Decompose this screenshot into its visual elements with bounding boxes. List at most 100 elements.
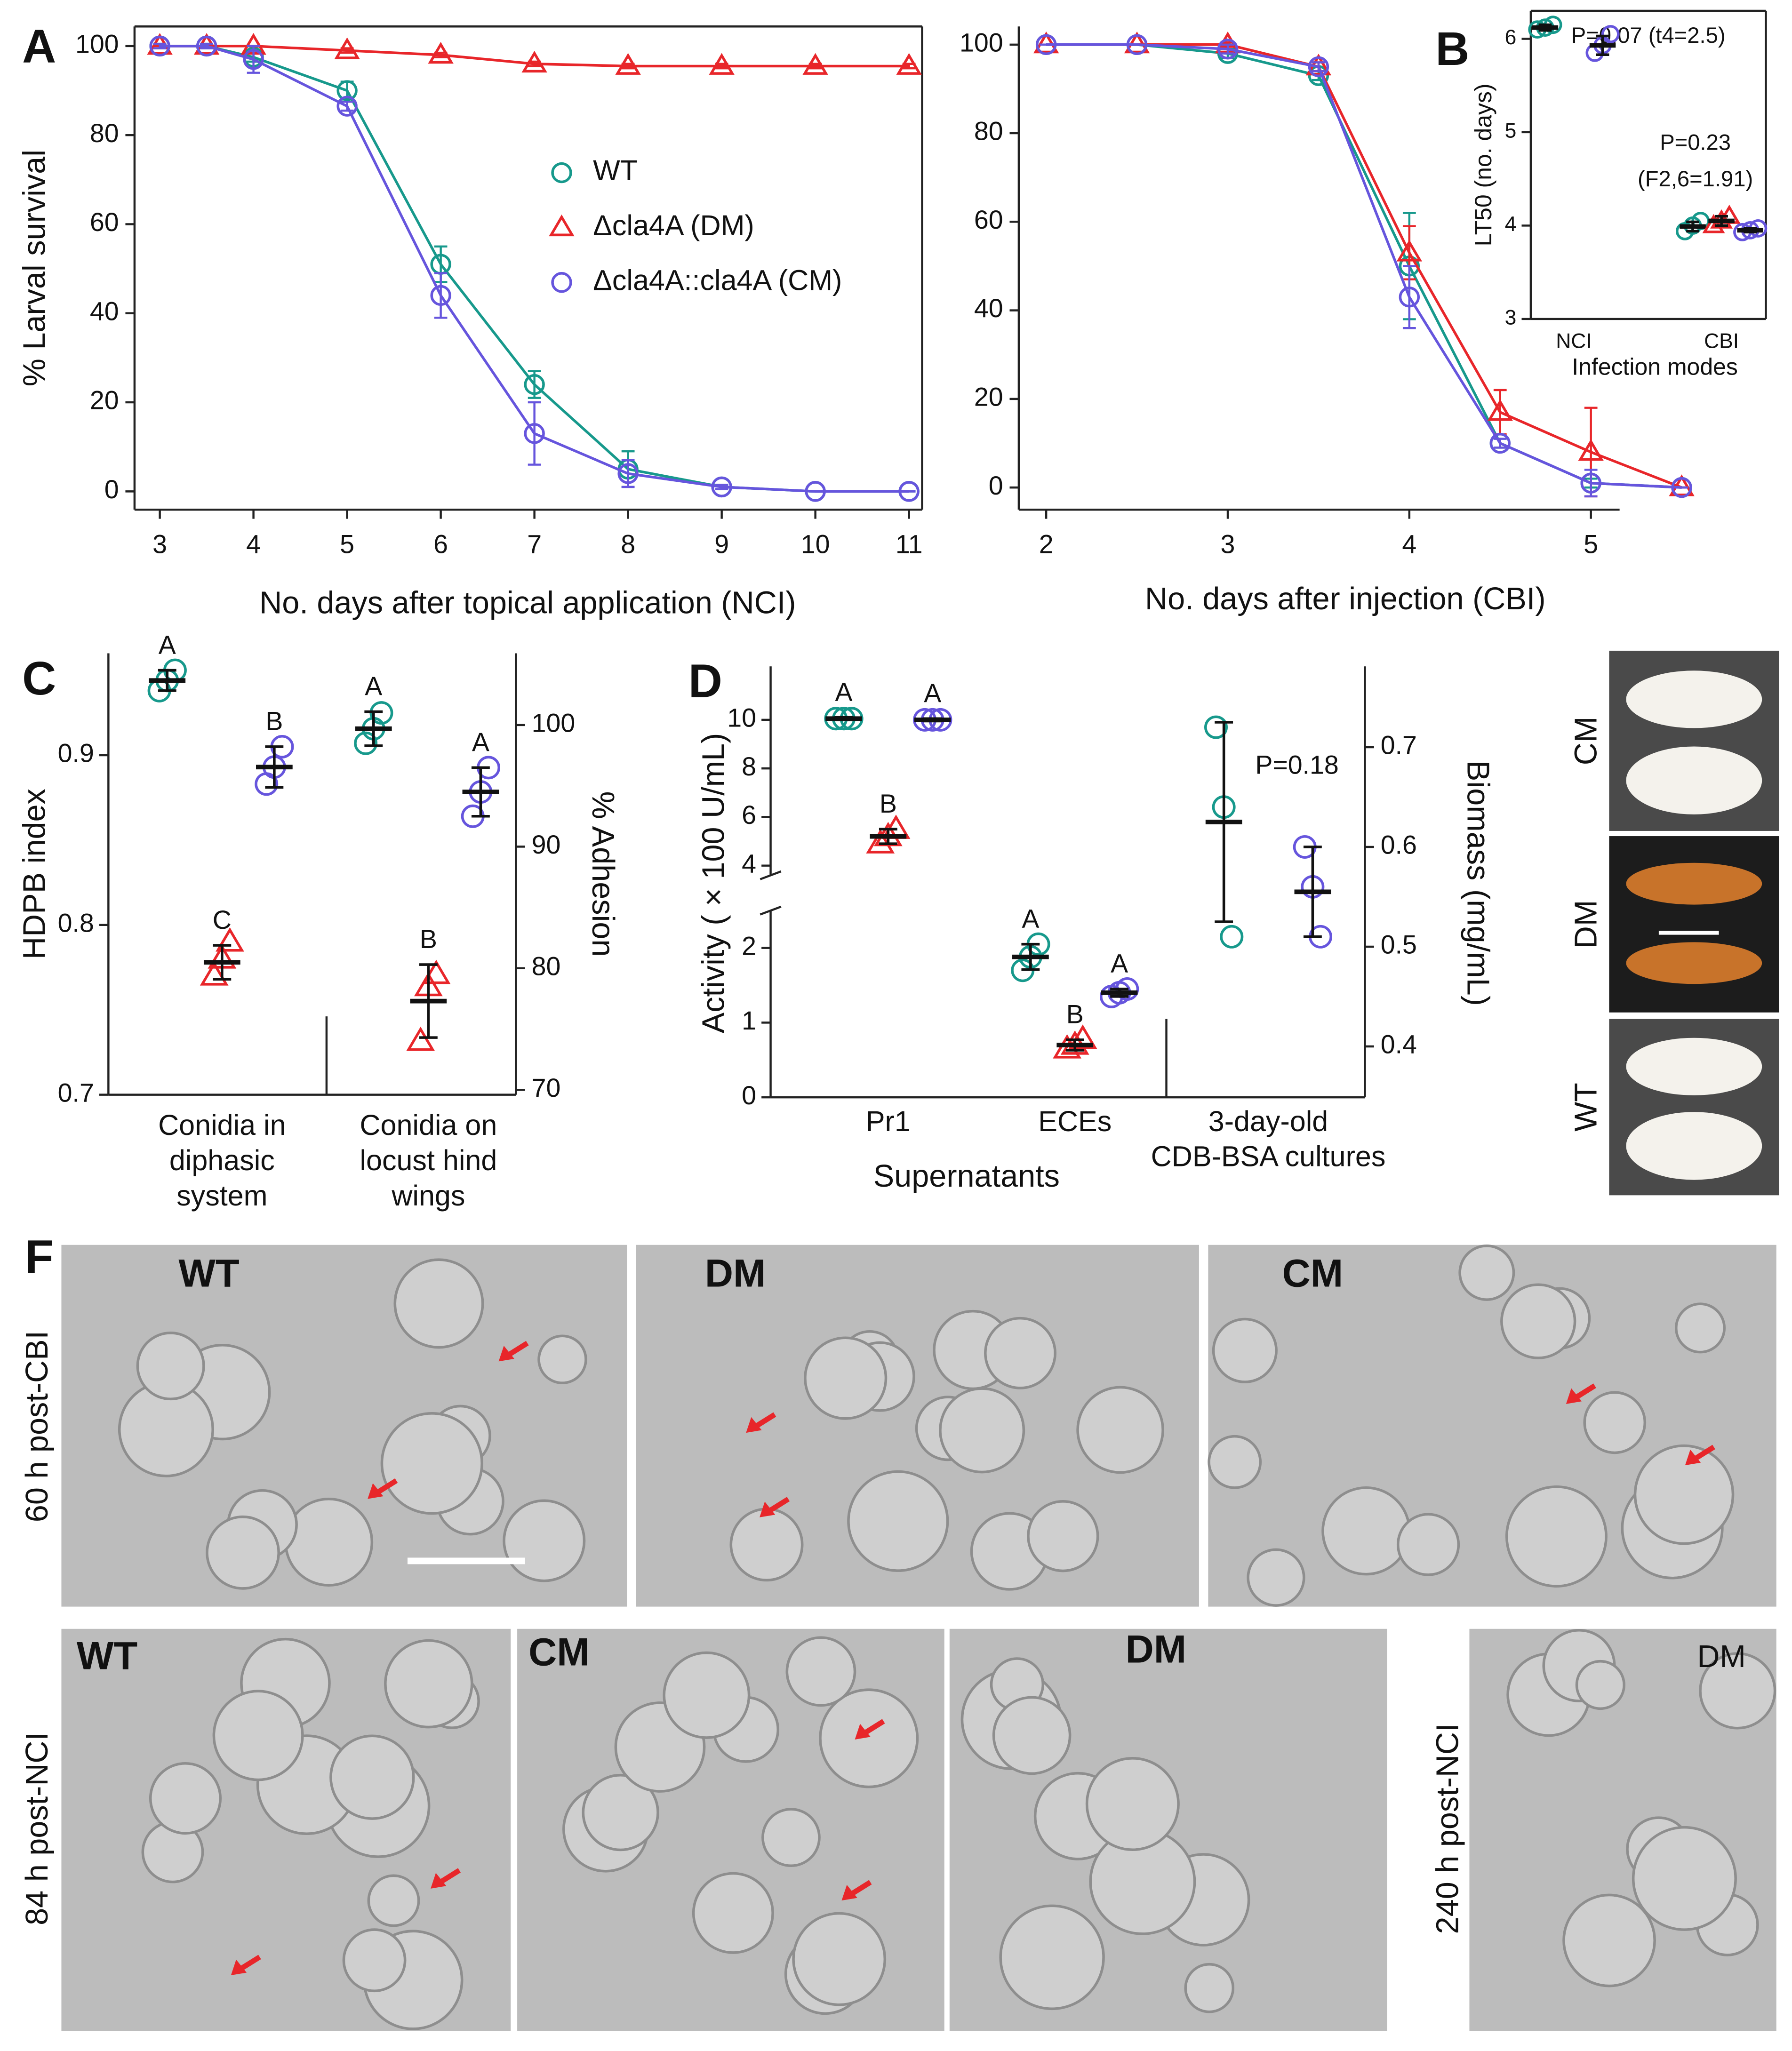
y-tick-label: 0	[989, 471, 1003, 500]
panel-label: A	[22, 21, 56, 73]
cell	[1633, 1444, 1735, 1545]
category-label: Pr1	[866, 1105, 911, 1137]
cell	[1321, 1486, 1411, 1576]
marker	[430, 285, 451, 306]
cell	[1575, 1660, 1625, 1710]
photo-label: DM	[1569, 900, 1604, 949]
y-tick-label: 5	[1505, 120, 1517, 143]
cell	[1699, 1652, 1776, 1730]
significance-letter: B	[1066, 1000, 1084, 1029]
row-label: 60 h post-CBI	[20, 1331, 55, 1522]
marker	[1396, 239, 1423, 262]
arrow-head	[498, 1346, 514, 1362]
y2-axis-label: % Adhesion	[585, 791, 620, 957]
cell	[284, 1497, 374, 1587]
marker	[1035, 34, 1057, 56]
axis-break	[760, 905, 782, 916]
larva	[1626, 1037, 1762, 1095]
micrograph-label: DM	[1697, 1639, 1746, 1674]
cell	[939, 1387, 1025, 1474]
row-label: 240 h post-NCI	[1430, 1723, 1465, 1934]
y-tick-label: 60	[974, 205, 1003, 234]
x-tick-label: 9	[714, 530, 729, 559]
y2-tick-label: 0.7	[1381, 731, 1417, 760]
axis-break	[760, 870, 782, 880]
y-axis-label: Activity ( × 100 U/mL)	[696, 733, 731, 1034]
category-label: 3-day-old	[1208, 1105, 1328, 1137]
significance-letter: B	[265, 707, 283, 736]
y-axis-label: LT50 (no. days)	[1470, 83, 1496, 246]
larva	[1626, 1112, 1762, 1180]
category-label: wings	[391, 1180, 465, 1212]
category-label: ECEs	[1038, 1105, 1112, 1137]
larva	[1626, 746, 1762, 814]
marker	[617, 463, 639, 484]
y-tick-label: 20	[90, 386, 119, 415]
cell	[384, 1639, 473, 1729]
cell	[804, 1336, 888, 1420]
cell	[329, 1734, 415, 1820]
category-label: diphasic	[169, 1144, 275, 1176]
larva	[1626, 862, 1762, 905]
marker	[711, 476, 732, 498]
marker	[406, 1026, 435, 1051]
y-tick-label: 4	[742, 849, 756, 878]
error-bar	[1402, 265, 1416, 329]
cell	[999, 1904, 1105, 2011]
y-tick-label: 100	[75, 30, 119, 59]
marker	[709, 53, 735, 75]
y-tick-label: 0	[104, 475, 119, 504]
marker	[898, 481, 920, 502]
row-label: 84 h post-NCI	[20, 1732, 55, 1925]
cell	[136, 1332, 205, 1401]
arrow-head	[841, 1884, 857, 1901]
cell	[1458, 1244, 1515, 1301]
marker	[805, 481, 826, 502]
marker	[1399, 287, 1420, 308]
legend-label: Δcla4A::cla4A (CM)	[593, 264, 842, 296]
panel-label: F	[25, 1231, 54, 1283]
significance-letter: A	[924, 678, 941, 708]
significance-letter: B	[880, 789, 897, 818]
y2-tick-label: 80	[532, 951, 561, 981]
photo-label: WT	[1569, 1083, 1604, 1132]
cell	[992, 1696, 1072, 1775]
marker	[521, 50, 547, 73]
y-tick-label: 6	[742, 800, 756, 830]
significance-letter: A	[472, 727, 489, 757]
legend-marker	[551, 272, 572, 293]
x-tick-label: 5	[340, 530, 354, 559]
y-tick-label: 20	[974, 383, 1003, 412]
y-tick-label: 0.9	[58, 739, 94, 768]
legend-marker	[549, 214, 575, 237]
cell	[537, 1334, 587, 1384]
x-axis-label: Infection modes	[1572, 354, 1738, 380]
cell	[582, 1773, 659, 1851]
panel-label: B	[1435, 23, 1469, 75]
y-tick-label: 0.7	[58, 1078, 94, 1107]
cell	[663, 1651, 751, 1739]
category-label: system	[176, 1180, 267, 1212]
cell	[212, 1690, 304, 1781]
marker	[334, 37, 360, 59]
marker	[1124, 32, 1150, 54]
arrow-head	[746, 1417, 762, 1433]
marker	[428, 41, 454, 64]
cell	[1505, 1485, 1608, 1588]
y2-axis-label: Biomass (mg/mL)	[1461, 760, 1496, 1006]
error-bar	[1312, 61, 1325, 72]
error-bar	[1493, 389, 1507, 436]
marker	[1580, 472, 1601, 494]
marker	[1033, 32, 1059, 54]
marker	[1204, 715, 1228, 739]
marker	[866, 829, 895, 854]
y-tick-label: 6	[1505, 26, 1517, 49]
y-tick-label: 60	[90, 207, 119, 237]
cell	[761, 1808, 821, 1867]
significance-letter: A	[365, 671, 382, 701]
cell	[819, 1688, 919, 1788]
significance-letter: A	[1022, 904, 1039, 933]
cell	[1027, 1500, 1099, 1572]
category-label: Conidia on	[360, 1109, 497, 1141]
